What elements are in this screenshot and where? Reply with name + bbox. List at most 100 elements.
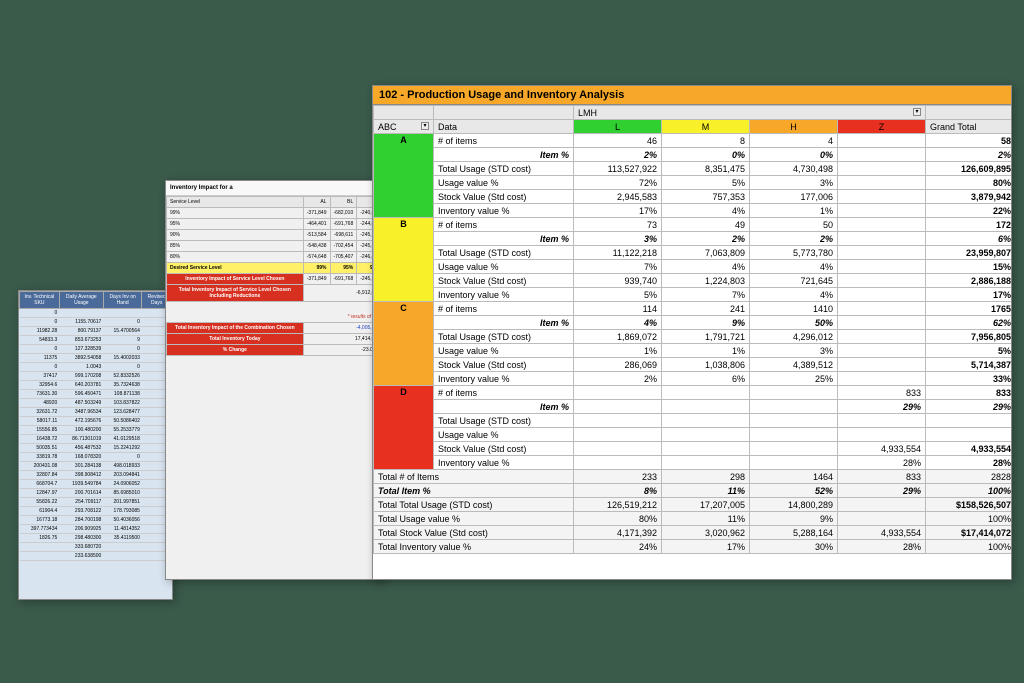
impact-total-row: Total Inventory Impact of Service Level … (167, 285, 384, 302)
col-header-L[interactable]: L (574, 120, 662, 134)
back-table: Inv. Technical SKUDaily Average UsageDay… (19, 291, 172, 561)
table-row: 58017.11472.19567650.5086402 (20, 417, 172, 426)
data-row[interactable]: C# of items11424114101765 (374, 302, 1013, 316)
data-row[interactable]: A# of items468458 (374, 134, 1013, 148)
table-row: 32631.723487.96534123.628477 (20, 408, 172, 417)
table-row: 01155.706170 (20, 318, 172, 327)
metric-label: Usage value % (434, 260, 574, 274)
metric-label: Total Usage (STD cost) (434, 414, 574, 428)
data-row[interactable]: Item %2%0%0%2% (374, 148, 1013, 162)
pct-change-row: % Change-23.01% (167, 344, 384, 355)
data-row[interactable]: Usage value %7%4%4%15% (374, 260, 1013, 274)
total-row[interactable]: Total Inventory value %24%17%30%28%100% (374, 540, 1013, 554)
table-row: 12847.97200.70161485.6985010 (20, 489, 172, 498)
metric-label: # of items (434, 386, 574, 400)
data-row[interactable]: Stock Value (Std cost)4,933,5544,933,554 (374, 442, 1013, 456)
category-cell-C[interactable]: C (374, 302, 434, 386)
data-row[interactable]: Item %4%9%50%62% (374, 316, 1013, 330)
middle-panel: Inventory Impact for a Service LevelALBL… (165, 180, 385, 580)
metric-label: Stock Value (Std cost) (434, 190, 574, 204)
data-row[interactable]: Stock Value (Std cost)939,7401,224,80372… (374, 274, 1013, 288)
data-row[interactable]: Total Usage (STD cost)11,122,2187,063,80… (374, 246, 1013, 260)
mid-header: Inventory Impact for a (166, 181, 384, 196)
table-row: 32807.84398.908412203.094841 (20, 471, 172, 480)
table-row: 333.680720 (20, 543, 172, 552)
table-row: 1826.75298.48030035.4119500 (20, 534, 172, 543)
table-row: 90%-513,584-698,611-245,154 (167, 230, 384, 241)
table-row: 99%-371,849-682,010-240,042 (167, 208, 384, 219)
back-col-header: Days Inv on Hand (103, 292, 142, 309)
table-row: 50035.51456.48753215.2241292 (20, 444, 172, 453)
data-row[interactable]: Stock Value (Std cost)286,0691,038,8064,… (374, 358, 1013, 372)
category-cell-B[interactable]: B (374, 218, 434, 302)
data-row[interactable]: Total Usage (STD cost) (374, 414, 1013, 428)
back-data-panel: Inv. Technical SKUDaily Average UsageDay… (18, 290, 173, 600)
data-row[interactable]: Item %3%2%2%6% (374, 232, 1013, 246)
table-row: 16438.7286.7130101941.0129518 (20, 435, 172, 444)
category-cell-A[interactable]: A (374, 134, 434, 218)
data-row[interactable]: Usage value %72%5%3%80% (374, 176, 1013, 190)
data-row[interactable]: Inventory value %5%7%4%17% (374, 288, 1013, 302)
data-row[interactable]: Inventory value %17%4%1%22% (374, 204, 1013, 218)
mid-col-header: Service Level (167, 197, 304, 208)
data-row[interactable]: Usage value %1%1%3%5% (374, 344, 1013, 358)
metric-label: Item % (434, 232, 574, 246)
table-row: 668704.71939.54978424.0906052 (20, 480, 172, 489)
metric-label: Total Usage (STD cost) (434, 246, 574, 260)
back-col-header: Daily Average Usage (59, 292, 103, 309)
total-row[interactable]: Total Stock Value (Std cost)4,171,3923,0… (374, 526, 1013, 540)
mid-col-header: BL (330, 197, 357, 208)
col-header-H[interactable]: H (750, 120, 838, 134)
inventory-today-row: Total Inventory Today17,414,072 (167, 333, 384, 344)
metric-label: Inventory value % (434, 288, 574, 302)
metric-label: Inventory value % (434, 372, 574, 386)
results-note: * results of the (167, 312, 384, 323)
front-analysis-panel: 102 - Production Usage and Inventory Ana… (372, 85, 1012, 580)
back-col-header: Inv. Technical SKU (20, 292, 60, 309)
total-row[interactable]: Total Total Usage (STD cost)126,519,2121… (374, 498, 1013, 512)
metric-label: # of items (434, 134, 574, 148)
data-row[interactable]: Inventory value %2%6%25%33% (374, 372, 1013, 386)
table-row: 48920487.503249103.837822 (20, 399, 172, 408)
lmh-header-row: LMH▾ (374, 106, 1013, 120)
metric-label: Stock Value (Std cost) (434, 358, 574, 372)
table-row: 37417999.17020852.8332526 (20, 372, 172, 381)
metric-label: # of items (434, 218, 574, 232)
total-row[interactable]: Total Usage value %80%11%9%100% (374, 512, 1013, 526)
lmh-dropdown[interactable]: ▾ (913, 108, 921, 116)
table-row: 80%-574,648-705,407-246,418 (167, 252, 384, 263)
metric-label: Stock Value (Std cost) (434, 274, 574, 288)
metric-label: Item % (434, 148, 574, 162)
col-header-M[interactable]: M (662, 120, 750, 134)
data-row[interactable]: Total Usage (STD cost)1,869,0721,791,721… (374, 330, 1013, 344)
data-row[interactable]: D# of items833833 (374, 386, 1013, 400)
table-row: 11982.28800.7913715.4700564 (20, 327, 172, 336)
data-row[interactable]: Inventory value %28%28% (374, 456, 1013, 470)
pivot-table[interactable]: LMH▾ABC▾DataLMHZGrand TotalA# of items46… (373, 105, 1012, 554)
table-row: 15556.85100.48020055.2533779 (20, 426, 172, 435)
data-row[interactable]: B# of items734950172 (374, 218, 1013, 232)
column-header-row: ABC▾DataLMHZGrand Total (374, 120, 1013, 134)
table-row: 01.00430 (20, 363, 172, 372)
total-row[interactable]: Total # of Items23329814648332828 (374, 470, 1013, 484)
table-row: 95%-464,401-691,768-244,092 (167, 219, 384, 230)
metric-label: Usage value % (434, 344, 574, 358)
metric-label: Usage value % (434, 176, 574, 190)
metric-label: Inventory value % (434, 456, 574, 470)
table-row: 54833.3853.6732539 (20, 336, 172, 345)
table-row: 61904.4293.708122178.793085 (20, 507, 172, 516)
data-row[interactable]: Stock Value (Std cost)2,945,583757,35317… (374, 190, 1013, 204)
table-row: 200431.08301.284138498.018933 (20, 462, 172, 471)
col-header-Z[interactable]: Z (838, 120, 926, 134)
metric-label: Item % (434, 316, 574, 330)
data-row[interactable]: Usage value % (374, 428, 1013, 442)
table-row: 0 (20, 309, 172, 318)
data-row[interactable]: Item %29%29% (374, 400, 1013, 414)
abc-dropdown[interactable]: ▾ (421, 122, 429, 130)
combo-impact-row: Total Inventory Impact of the Combinatio… (167, 322, 384, 333)
table-row: 33819.78168.0783200 (20, 453, 172, 462)
impact-service-row: Inventory Impact of Service Level Chosen… (167, 274, 384, 285)
total-row[interactable]: Total Item %8%11%52%29%100% (374, 484, 1013, 498)
category-cell-D[interactable]: D (374, 386, 434, 470)
data-row[interactable]: Total Usage (STD cost)113,527,9228,351,4… (374, 162, 1013, 176)
